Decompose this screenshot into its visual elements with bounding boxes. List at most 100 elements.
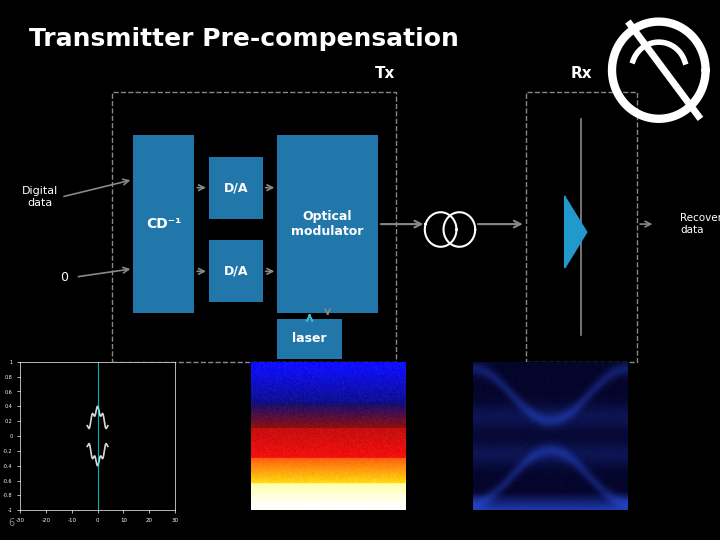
Point (36, 436, 48, 445)
Point (83, 429, 94, 437)
Point (107, 443, 118, 452)
Point (125, 409, 137, 417)
Point (87, 375, 99, 383)
Point (87, 497, 99, 506)
Point (92, 438, 104, 447)
Point (50, 449, 62, 457)
Point (91, 482, 103, 491)
Point (28, 436, 40, 445)
Point (41, 451, 53, 460)
Point (73, 410, 84, 418)
Point (96, 387, 107, 396)
Point (53, 457, 65, 466)
Point (112, 396, 124, 405)
Point (153, 440, 165, 449)
Point (98, 426, 109, 435)
Point (75, 433, 86, 441)
Point (100, 490, 112, 498)
Point (93, 385, 104, 394)
Point (109, 381, 120, 390)
Point (112, 402, 123, 411)
Point (82, 380, 94, 389)
Point (103, 421, 114, 430)
Point (84, 406, 95, 415)
Point (68, 465, 80, 474)
Point (51, 434, 63, 442)
Point (66, 413, 78, 421)
Point (60, 406, 71, 415)
Point (75, 455, 86, 463)
Point (122, 449, 134, 457)
Point (96, 433, 107, 441)
Point (91, 489, 102, 497)
Point (91, 371, 103, 380)
Point (99, 431, 111, 440)
Point (103, 489, 114, 497)
Point (83, 440, 94, 449)
Point (70, 391, 81, 400)
Point (132, 443, 143, 452)
Point (65, 454, 76, 462)
Point (99, 478, 111, 487)
Point (121, 465, 132, 474)
Point (60, 409, 72, 417)
Point (86, 462, 98, 471)
Point (97, 393, 109, 401)
Point (83, 400, 94, 409)
Point (118, 427, 130, 436)
Point (78, 441, 89, 450)
Point (76, 433, 88, 441)
Point (48, 426, 60, 435)
Point (81, 469, 93, 477)
Point (76, 421, 87, 430)
Point (95, 489, 107, 497)
Point (77, 395, 89, 403)
Point (85, 446, 96, 455)
Point (96, 434, 107, 442)
Point (112, 404, 123, 413)
Point (129, 447, 140, 456)
Point (44, 435, 55, 443)
Point (86, 409, 97, 417)
Point (108, 475, 120, 483)
Point (42, 425, 53, 434)
Point (48, 447, 60, 456)
Point (95, 442, 107, 451)
Point (123, 431, 135, 440)
Point (122, 418, 133, 427)
Point (112, 427, 124, 436)
Point (68, 406, 79, 415)
Point (106, 376, 117, 385)
Point (81, 456, 93, 465)
Point (90, 422, 102, 431)
Point (87, 460, 99, 468)
Point (139, 410, 150, 418)
Point (67, 443, 78, 452)
Point (77, 417, 89, 426)
Point (86, 434, 97, 442)
Point (99, 486, 110, 495)
Point (49, 407, 60, 416)
Point (87, 404, 99, 413)
Point (64, 415, 76, 423)
Point (92, 494, 104, 502)
Point (104, 483, 116, 492)
Point (132, 429, 143, 437)
Point (62, 472, 73, 481)
Point (102, 409, 114, 417)
Point (136, 438, 148, 447)
Point (104, 454, 115, 462)
Point (22, 431, 33, 440)
Point (83, 471, 94, 480)
Point (120, 402, 132, 411)
Point (141, 438, 153, 447)
Point (155, 425, 166, 434)
Point (127, 406, 139, 415)
Point (102, 414, 113, 422)
Point (102, 397, 114, 406)
Point (117, 410, 128, 418)
Point (55, 458, 66, 467)
Point (93, 447, 104, 456)
Point (148, 422, 160, 431)
Point (97, 400, 109, 409)
